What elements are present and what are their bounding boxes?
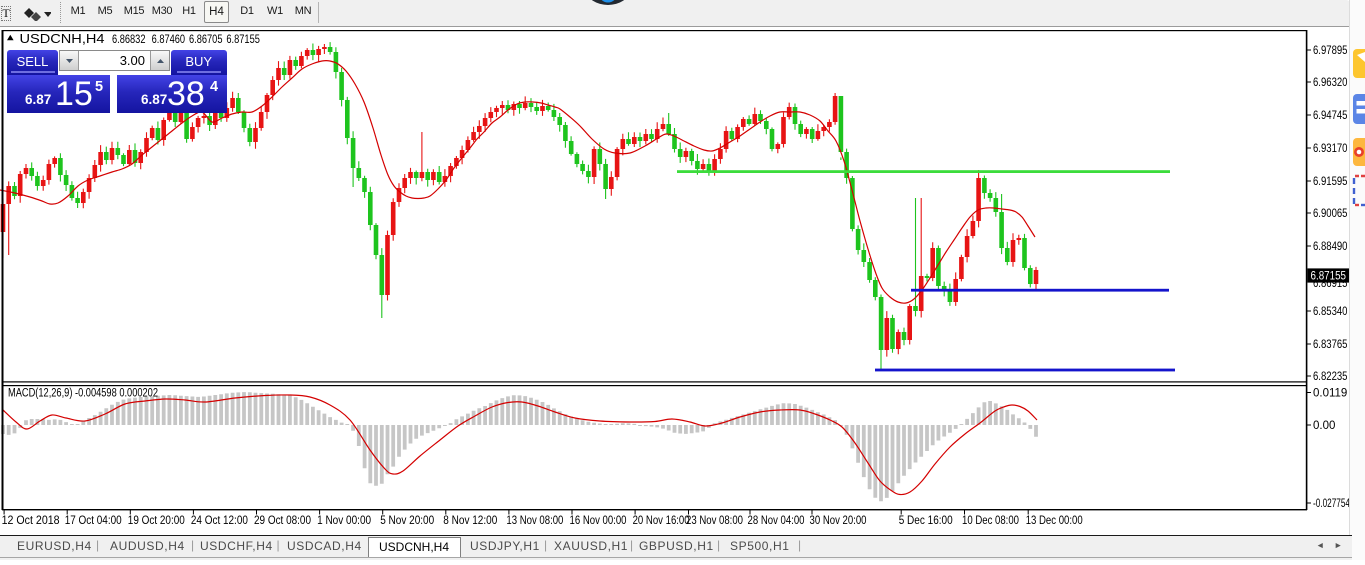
svg-text:28 Nov 04:00: 28 Nov 04:00 (748, 515, 805, 527)
svg-text:6.87155: 6.87155 (226, 34, 260, 46)
svg-text:0.00: 0.00 (1313, 420, 1335, 432)
svg-text:16 Nov 00:00: 16 Nov 00:00 (570, 515, 627, 527)
svg-text:30 Nov 20:00: 30 Nov 20:00 (810, 515, 867, 527)
svg-text:6.82235: 6.82235 (1313, 371, 1348, 383)
svg-text:6.86832: 6.86832 (112, 34, 146, 46)
svg-text:13 Nov 08:00: 13 Nov 08:00 (506, 515, 563, 527)
svg-text:6.93170: 6.93170 (1313, 143, 1348, 155)
svg-text:6.97895: 6.97895 (1313, 45, 1348, 57)
svg-text:17 Oct 04:00: 17 Oct 04:00 (65, 515, 122, 527)
svg-text:8 Nov 12:00: 8 Nov 12:00 (443, 515, 497, 527)
svg-text:6.86705: 6.86705 (189, 34, 223, 46)
svg-text:6.83765: 6.83765 (1313, 339, 1348, 351)
svg-text:19 Oct 20:00: 19 Oct 20:00 (128, 515, 185, 527)
svg-text:6.85340: 6.85340 (1313, 306, 1348, 318)
svg-text:USDCNH,H4: USDCNH,H4 (20, 32, 105, 46)
svg-text:6.87460: 6.87460 (152, 34, 186, 46)
svg-text:-0.027754: -0.027754 (1313, 498, 1350, 510)
svg-text:6.87155: 6.87155 (1311, 270, 1347, 282)
svg-text:24 Oct 12:00: 24 Oct 12:00 (191, 515, 248, 527)
svg-text:1 Nov 00:00: 1 Nov 00:00 (317, 515, 371, 527)
svg-text:6.96320: 6.96320 (1313, 77, 1348, 89)
svg-text:29 Oct 08:00: 29 Oct 08:00 (254, 515, 311, 527)
svg-text:13 Dec 00:00: 13 Dec 00:00 (1026, 515, 1083, 527)
svg-text:5 Nov 20:00: 5 Nov 20:00 (380, 515, 434, 527)
svg-text:20 Nov 16:00: 20 Nov 16:00 (633, 515, 690, 527)
svg-text:MACD(12,26,9) -0.004598 0.0002: MACD(12,26,9) -0.004598 0.000202 (8, 388, 158, 400)
svg-text:5 Dec 16:00: 5 Dec 16:00 (899, 515, 953, 527)
svg-text:10 Dec 08:00: 10 Dec 08:00 (962, 515, 1019, 527)
svg-text:23 Nov 08:00: 23 Nov 08:00 (686, 515, 743, 527)
svg-text:6.90065: 6.90065 (1313, 208, 1348, 220)
svg-text:6.88490: 6.88490 (1313, 241, 1348, 253)
svg-text:6.94745: 6.94745 (1313, 110, 1348, 122)
svg-text:0.0119: 0.0119 (1313, 387, 1347, 399)
svg-text:12 Oct 2018: 12 Oct 2018 (2, 515, 60, 527)
svg-text:6.91595: 6.91595 (1313, 176, 1348, 188)
